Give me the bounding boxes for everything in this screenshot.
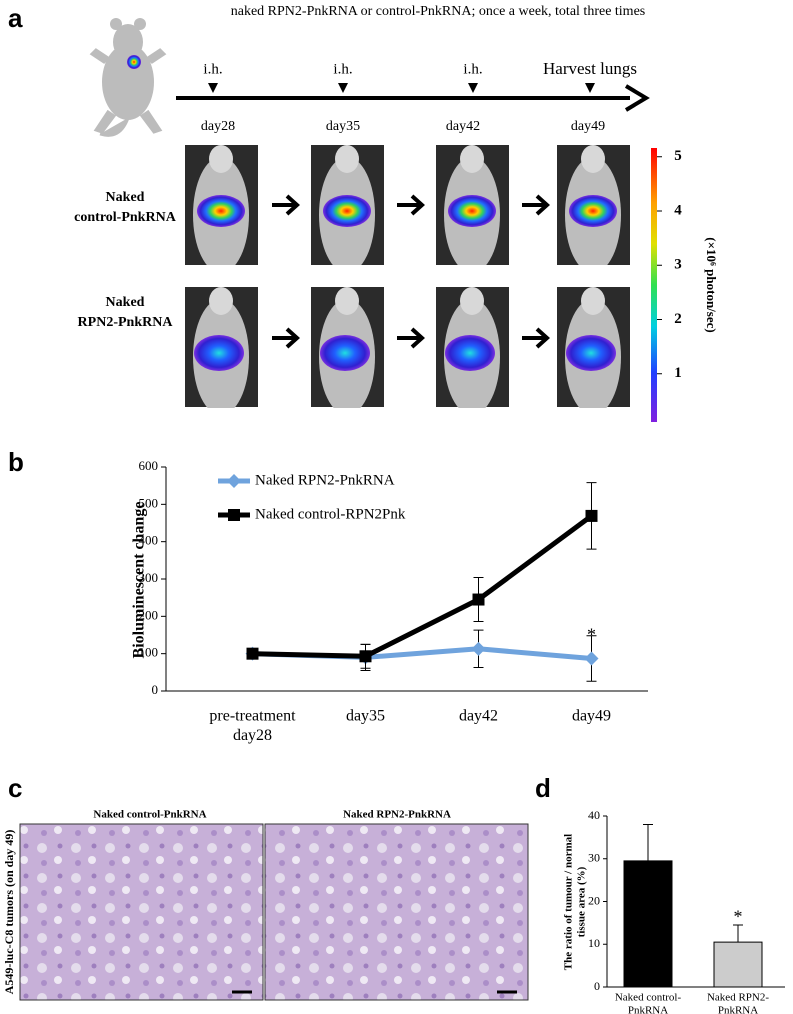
- colorbar-label: (×10⁶ photon/sec): [704, 237, 719, 332]
- x-tick-label: Naked RPN2-: [707, 992, 769, 1004]
- colorbar-tick-label: 3: [674, 257, 682, 273]
- legend-label: Naked control-RPN2Pnk: [255, 506, 406, 522]
- annotation: *: [587, 624, 596, 644]
- y-tick-label: 30: [588, 851, 600, 865]
- y-tick-label: 0: [152, 682, 159, 697]
- colorbar: [651, 148, 657, 422]
- bar: [623, 860, 673, 988]
- error-bar: [733, 924, 743, 943]
- x-tick-label: PnkRNA: [628, 1005, 668, 1014]
- x-tick-label: Naked control-: [615, 992, 682, 1004]
- day-label: day35: [326, 119, 360, 134]
- row-label: Naked: [106, 190, 145, 205]
- day-label: day28: [201, 119, 235, 134]
- mouse-icon: [89, 18, 167, 137]
- timeline: [176, 84, 650, 112]
- row-label: RPN2-PnkRNA: [78, 315, 174, 330]
- event-label: i.h.: [333, 61, 352, 77]
- colorbar-tick-label: 1: [674, 365, 682, 381]
- row-label: control-PnkRNA: [74, 210, 177, 225]
- y-tick-label: 100: [139, 645, 159, 660]
- point: [246, 647, 259, 660]
- event-marker: [208, 83, 218, 93]
- y-tick-label: 200: [139, 607, 159, 622]
- x-tick-label: day35: [346, 708, 385, 725]
- y-tick-label: 400: [139, 533, 159, 548]
- point: [472, 593, 485, 606]
- x-tick-label: pre-treatment: [209, 708, 296, 725]
- colorbar-tick-label: 5: [674, 148, 682, 164]
- y-tick-label: 40: [588, 808, 600, 822]
- micrographs: [19, 823, 529, 1001]
- row-label: Naked: [106, 295, 145, 310]
- event-label: i.h.: [203, 61, 222, 77]
- y-tick-label: 10: [588, 936, 600, 950]
- point: [471, 641, 486, 656]
- event-marker: [468, 83, 478, 93]
- panel-label: c: [8, 773, 22, 803]
- y-tick-label: 600: [139, 458, 159, 473]
- x-tick-label: day28: [233, 727, 272, 744]
- legend-marker: [227, 474, 241, 488]
- point: [585, 509, 598, 522]
- panel-label: d: [535, 773, 551, 803]
- event-label: Harvest lungs: [543, 59, 637, 78]
- legend-label: Naked RPN2-PnkRNA: [255, 472, 395, 488]
- image-title: Naked RPN2-PnkRNA: [343, 809, 451, 821]
- point: [359, 650, 372, 663]
- side-label: A549-luc-C8 tumors (on day 49): [2, 830, 16, 995]
- y-tick-label: 0: [594, 979, 600, 993]
- error-bar: [643, 824, 653, 861]
- y-axis-label: Bioluminescent change: [131, 502, 148, 659]
- y-tick-label: 20: [588, 893, 600, 907]
- image-title: Naked control-PnkRNA: [93, 809, 206, 821]
- event-marker: [338, 83, 348, 93]
- event-marker: [585, 83, 595, 93]
- y-axis-label: The ratio of tumour / normal: [563, 834, 575, 970]
- y-axis-label: tissue area (%): [576, 866, 588, 937]
- image-grid: [185, 145, 630, 408]
- y-tick-label: 500: [139, 495, 159, 510]
- event-label: i.h.: [463, 61, 482, 77]
- legend-marker: [228, 509, 240, 521]
- series-line: [252, 513, 593, 659]
- x-tick-label: PnkRNA: [718, 1005, 758, 1014]
- bar: [713, 941, 763, 988]
- y-tick-label: 300: [139, 570, 159, 585]
- x-tick-label: day42: [459, 708, 498, 725]
- protocol-text: naked RPN2-PnkRNA or control-PnkRNA; onc…: [231, 4, 645, 19]
- colorbar-tick-label: 4: [674, 202, 682, 218]
- annotation: *: [734, 906, 743, 926]
- panel-label: b: [8, 447, 24, 477]
- day-label: day42: [446, 119, 480, 134]
- point: [584, 651, 599, 666]
- x-tick-label: day49: [572, 708, 611, 725]
- panel-label: a: [8, 3, 23, 33]
- day-label: day49: [571, 119, 605, 134]
- colorbar-tick-label: 2: [674, 311, 682, 327]
